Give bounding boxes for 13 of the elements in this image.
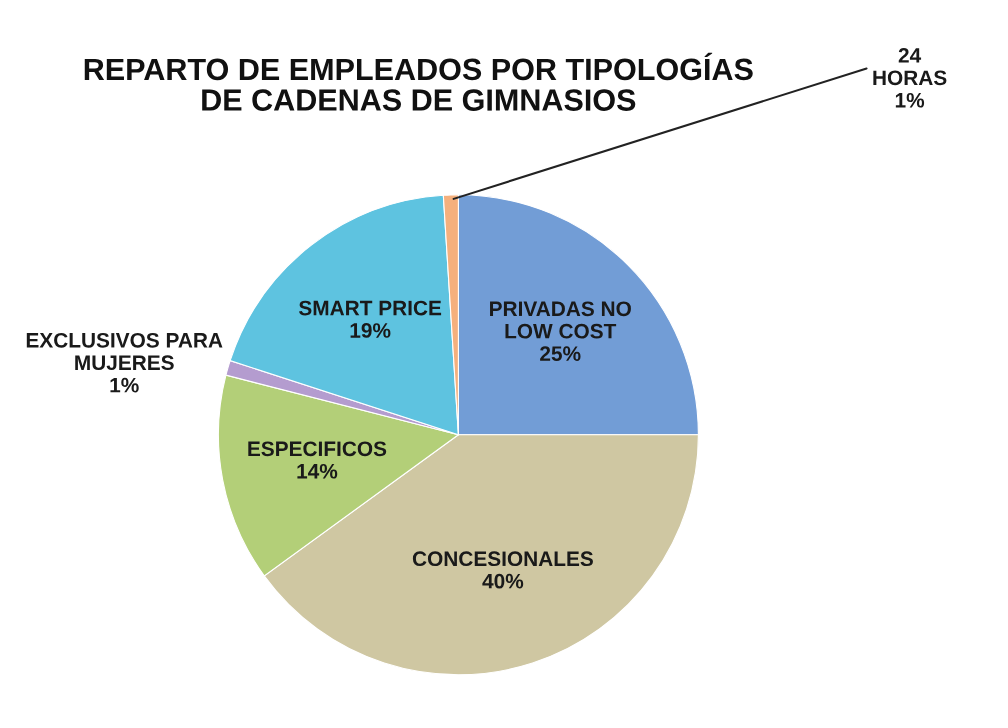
slice-label: SMART PRICE	[298, 300, 442, 316]
data-label: 1%	[895, 92, 925, 108]
slice-label: CONCESIONALES	[412, 551, 593, 567]
slice-label: ESPECIFICOS	[248, 441, 387, 457]
data-label: 1%	[110, 377, 139, 393]
data-label: 14%	[297, 463, 338, 479]
slice-label: 24 HORAS	[873, 48, 947, 86]
slice-label: EXCLUSIVOS PARA MUJERES	[26, 332, 223, 371]
data-label: 40%	[482, 573, 524, 589]
data-label: 19%	[350, 323, 391, 338]
data-label: 25%	[540, 346, 581, 362]
slice-label: PRIVADAS NO LOW COST	[490, 301, 631, 339]
text: REPARTO DE EMPLEADOS POR TIPOLOGÍAS DE CADENAS DE GIMNASIOS	[84, 52, 753, 111]
